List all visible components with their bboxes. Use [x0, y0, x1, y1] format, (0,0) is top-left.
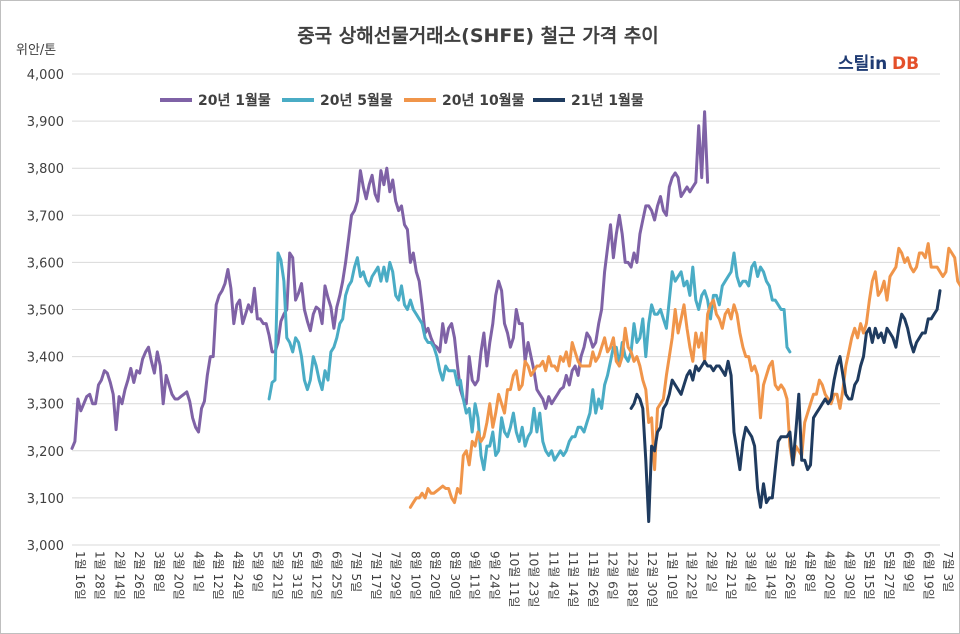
x-tick-label: 10월 23일 [527, 551, 541, 607]
series-line-1 [70, 110, 710, 450]
x-tick-label: 12월 30일 [645, 551, 659, 607]
x-tick-label: 3월 14일 [763, 551, 777, 600]
y-tick-label: 3,500 [27, 304, 64, 319]
logo: 스틸in DB [838, 53, 919, 74]
x-tick-label: 9월 11일 [468, 551, 482, 600]
y-tick-label: 3,100 [27, 492, 64, 507]
x-tick-label: 11월 4일 [546, 551, 560, 600]
y-tick-label: 3,800 [27, 162, 64, 177]
x-tick-label: 3월 26일 [783, 551, 797, 600]
x-tick-label: 1월 10일 [665, 551, 679, 600]
x-tick-label: 4월 30일 [842, 551, 856, 600]
x-tick-label: 6월 9일 [902, 551, 916, 592]
x-tick-label: 6월 25일 [329, 551, 343, 600]
legend-label: 20년 5월물 [320, 92, 393, 109]
x-tick-label: 12월 18일 [625, 551, 639, 607]
x-tick-label: 1월 28일 [93, 551, 107, 600]
x-tick-label: 12월 6일 [606, 551, 620, 600]
series-line-4 [629, 289, 942, 523]
x-tick-label: 6월 12일 [310, 551, 324, 600]
x-tick-label: 9월 24일 [487, 551, 501, 600]
x-tick-label: 4월 20일 [823, 551, 837, 600]
x-tick-label: 5월 9일 [251, 551, 265, 592]
gridlines [72, 73, 940, 546]
legend: 20년 1월물 20년 5월물 20년 10월물 21년 1월물 [160, 92, 644, 109]
x-tick-label: 3월 20일 [172, 551, 186, 600]
x-tick-label: 3월 8일 [152, 551, 166, 592]
logo-text-db: DB [892, 54, 919, 74]
x-tick-label: 11월 14일 [566, 551, 580, 607]
legend-label: 21년 1월물 [571, 92, 644, 109]
x-tick-label: 7월 29일 [389, 551, 403, 600]
y-axis: 3,000 3,100 3,200 3,300 3,400 3,500 3,600 3,700… [27, 68, 64, 554]
x-tick-label: 5월 31일 [290, 551, 304, 600]
x-tick-label: 3월 4일 [744, 551, 758, 592]
y-tick-label: 4,000 [27, 68, 64, 83]
x-tick-label: 8월 20일 [428, 551, 442, 600]
series-lines [70, 110, 960, 523]
x-tick-label: 8월 30일 [448, 551, 462, 600]
x-tick-label: 5월 15일 [862, 551, 876, 600]
y-tick-label: 3,400 [27, 351, 64, 366]
x-tick-label: 6월 19일 [921, 551, 935, 600]
x-tick-label: 8월 10일 [408, 551, 422, 600]
x-tick-label: 11월 26일 [586, 551, 600, 607]
y-tick-label: 3,700 [27, 209, 64, 224]
x-tick-label: 4월 8일 [803, 551, 817, 592]
x-tick-label: 2월 26일 [132, 551, 146, 600]
x-tick-label: 4월 12일 [211, 551, 225, 600]
x-tick-label: 2월 21일 [724, 551, 738, 600]
y-tick-label: 3,900 [27, 115, 64, 130]
legend-label: 20년 10월물 [442, 92, 525, 109]
series-line-3 [408, 242, 960, 509]
chart-title: 중국 상해선물거래소(SHFE) 철근 가격 추이 [297, 25, 659, 47]
y-tick-label: 3,000 [27, 539, 64, 554]
x-tick-label: 7월 17일 [369, 551, 383, 600]
x-tick-label: 2월 14일 [112, 551, 126, 600]
x-tick-label: 5월 21일 [270, 551, 284, 600]
x-tick-label: 1월 16일 [73, 551, 87, 600]
y-tick-label: 3,200 [27, 445, 64, 460]
x-tick-label: 7월 3일 [941, 551, 955, 592]
x-tick-label: 4월 1일 [191, 551, 205, 592]
x-tick-label: 5월 27일 [882, 551, 896, 600]
y-tick-label: 3,300 [27, 398, 64, 413]
x-axis: 1월 16일 1월 28일 2월 14일 2월 26일 3월 8일 3월 20일 4월 1일… [73, 551, 955, 607]
y-tick-label: 3,600 [27, 256, 64, 271]
logo-text-steelin: 스틸in [838, 53, 887, 74]
y-axis-label: 위안/톤 [16, 43, 56, 58]
x-tick-label: 2월 2일 [704, 551, 718, 592]
x-tick-label: 7월 5일 [349, 551, 363, 592]
x-tick-label: 1월 22일 [685, 551, 699, 600]
x-tick-label: 10월 11일 [507, 551, 521, 607]
series-line-2 [267, 251, 792, 472]
legend-label: 20년 1월물 [198, 92, 271, 109]
x-tick-label: 4월 24일 [231, 551, 245, 600]
